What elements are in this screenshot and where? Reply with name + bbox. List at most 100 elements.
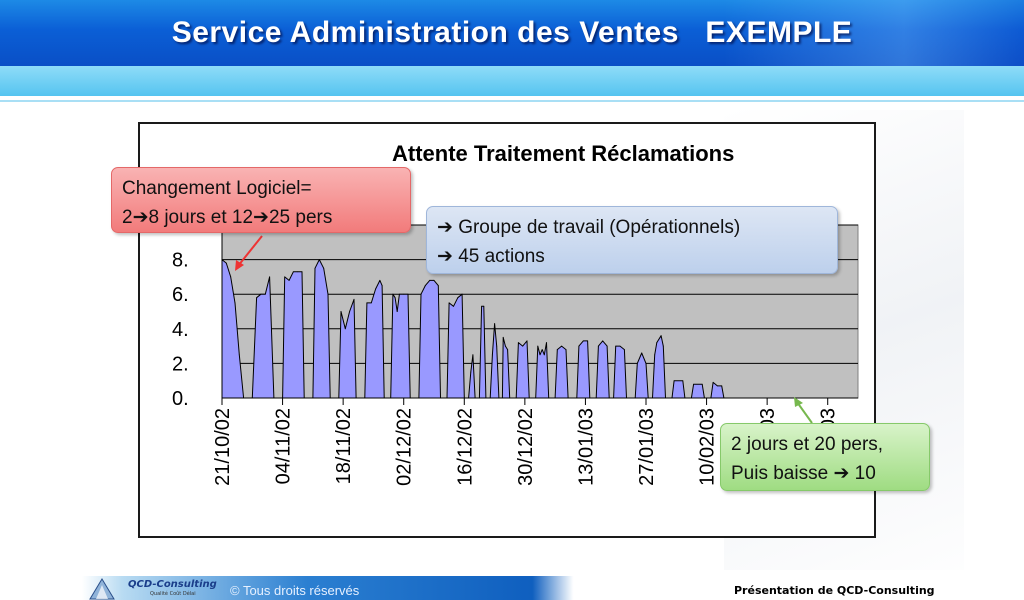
callout-working-group-line-1: ➔ Groupe de travail (Opérationnels)	[437, 217, 741, 238]
data-point	[716, 385, 719, 387]
data-point	[264, 293, 266, 295]
callout-software-change-line-2: 2➔8 jours et 12➔25 pers	[122, 207, 333, 228]
data-point	[623, 349, 626, 351]
data-point	[396, 310, 398, 313]
data-point	[429, 279, 431, 281]
data-point	[483, 305, 485, 307]
data-point	[234, 302, 236, 304]
data-point	[437, 285, 439, 287]
data-point	[269, 276, 271, 278]
data-point	[461, 293, 463, 295]
green-arrow-line	[796, 401, 813, 424]
data-point	[392, 293, 394, 295]
slide-title: Service Administration des Ventes EXEMPL…	[171, 16, 853, 49]
data-point	[457, 297, 459, 299]
data-point	[543, 354, 545, 356]
data-point	[701, 383, 703, 385]
data-point	[288, 279, 290, 281]
x-tick-label: 02/12/02	[394, 408, 416, 486]
data-point	[327, 293, 329, 295]
data-point	[256, 297, 258, 299]
callout-software-change: Changement Logiciel= 2➔8 jours et 12➔25 …	[111, 167, 411, 233]
data-point	[660, 335, 662, 337]
data-point	[297, 271, 299, 273]
data-point	[587, 340, 589, 342]
y-tick-label: 8.	[172, 250, 189, 272]
data-point	[379, 279, 381, 281]
data-point	[504, 345, 506, 347]
data-point	[381, 285, 383, 287]
chart-title: Attente Traitement Réclamations	[392, 141, 735, 166]
x-tick-label: 21/10/02	[212, 408, 234, 486]
y-tick-label: 6.	[172, 284, 189, 306]
callout-working-group: ➔ Groupe de travail (Opérationnels) ➔ 45…	[426, 206, 838, 274]
data-point	[556, 349, 558, 351]
callout-result-line-2: Puis baisse ➔ 10	[731, 463, 876, 484]
data-point	[394, 297, 396, 299]
data-point	[470, 371, 472, 373]
title-band	[0, 0, 1024, 66]
data-point	[292, 271, 294, 273]
data-point	[349, 310, 351, 313]
x-tick-label: 04/11/02	[273, 408, 295, 484]
footer-copyright: © Tous droits réservés	[230, 583, 360, 598]
data-point	[636, 362, 638, 364]
data-point	[606, 345, 608, 347]
data-point	[662, 345, 664, 347]
data-point	[433, 279, 435, 281]
data-point	[481, 305, 483, 307]
callout-software-change-line-1: Changement Logiciel=	[122, 178, 312, 199]
footer-band	[0, 576, 1024, 600]
data-point	[597, 345, 600, 347]
data-point	[370, 302, 372, 304]
callout-result-line-1: 2 jours et 20 pers,	[731, 434, 884, 455]
data-point	[344, 328, 346, 330]
data-point	[403, 293, 405, 295]
data-point	[230, 276, 232, 278]
data-point	[284, 276, 286, 278]
callout-working-group-line-2: ➔ 45 actions	[437, 246, 545, 267]
data-point	[526, 340, 528, 342]
data-point	[561, 345, 563, 347]
header-divider	[0, 100, 1024, 102]
data-point	[225, 262, 227, 264]
qcd-logo-icon	[89, 578, 115, 600]
data-point	[615, 345, 617, 347]
data-point	[314, 267, 316, 269]
data-point	[260, 293, 262, 295]
x-tick-label: 13/01/03	[575, 408, 597, 486]
x-tick-label: 10/02/03	[697, 408, 719, 486]
data-point	[578, 345, 580, 347]
data-point	[366, 302, 368, 304]
data-point	[375, 288, 377, 290]
data-point	[238, 354, 240, 356]
data-point	[301, 271, 303, 273]
data-point	[407, 293, 409, 295]
red-arrow-line	[237, 235, 263, 267]
data-point	[537, 345, 539, 347]
x-tick-label: 30/12/02	[515, 408, 537, 486]
data-point	[645, 362, 647, 364]
green-arrow-head	[794, 397, 803, 407]
x-tick-label: 18/11/02	[333, 408, 355, 484]
footer-logo-text: QCD-Consulting	[128, 579, 217, 590]
data-point	[582, 340, 584, 342]
y-tick-label: 4.	[172, 319, 189, 341]
data-point	[654, 354, 656, 356]
data-point	[448, 302, 450, 304]
data-point	[420, 293, 422, 295]
data-point	[693, 383, 695, 385]
data-point	[682, 380, 684, 382]
data-point	[545, 342, 548, 344]
data-point	[491, 354, 493, 356]
data-point	[472, 354, 474, 356]
data-point	[424, 285, 426, 287]
data-point	[641, 352, 643, 354]
data-point	[353, 298, 355, 300]
data-point	[539, 354, 541, 356]
footer-presentation-label: Présentation de QCD-Consulting	[734, 584, 935, 597]
data-point	[318, 259, 320, 261]
y-tick-label: 0.	[172, 388, 189, 410]
x-tick-label: 16/12/02	[454, 408, 476, 486]
header-stripe	[0, 66, 1024, 96]
